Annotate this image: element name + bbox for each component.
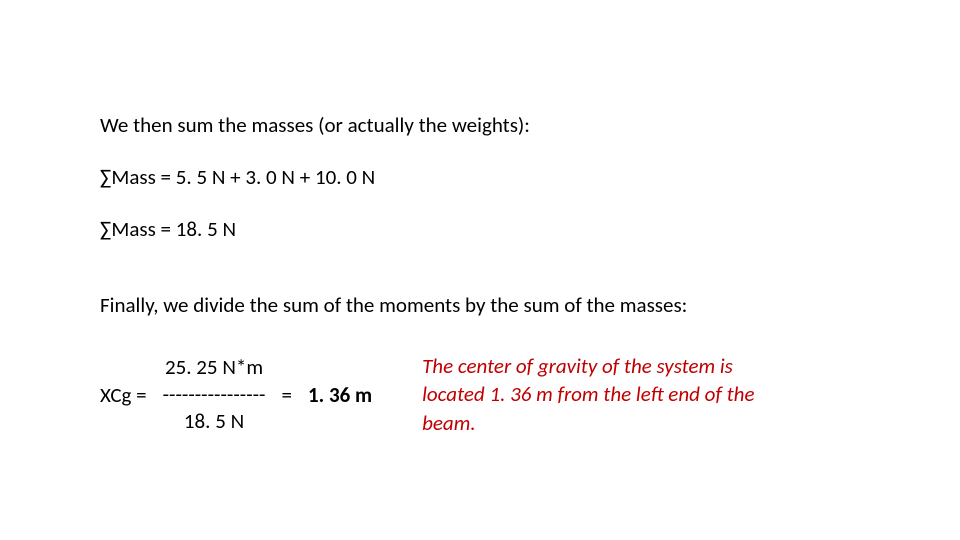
fraction-denominator: 18. 5 N — [184, 408, 244, 435]
intro-text: We then sum the masses (or actually the … — [100, 112, 880, 138]
fraction: 25. 25 N*m ---------------- 18. 5 N — [163, 354, 266, 436]
equation-sum-masses-expanded: ∑Mass = 5. 5 N + 3. 0 N + 10. 0 N — [100, 164, 880, 190]
fraction-numerator: 25. 25 N*m — [165, 354, 263, 381]
annotation-text: The center of gravity of the system is l… — [422, 352, 792, 437]
xcg-equation: XCg = 25. 25 N*m ---------------- 18. 5 … — [100, 354, 372, 436]
result-value: 1. 36 m — [308, 382, 372, 408]
document-body: We then sum the masses (or actually the … — [100, 112, 880, 437]
equation-sum-masses-result: ∑Mass = 18. 5 N — [100, 216, 880, 242]
final-equation-row: XCg = 25. 25 N*m ---------------- 18. 5 … — [100, 352, 880, 437]
xcg-label: XCg = — [100, 382, 147, 408]
fraction-divider: ---------------- — [163, 381, 266, 408]
equals-sign: = — [281, 382, 291, 408]
finally-text: Finally, we divide the sum of the moment… — [100, 292, 880, 318]
